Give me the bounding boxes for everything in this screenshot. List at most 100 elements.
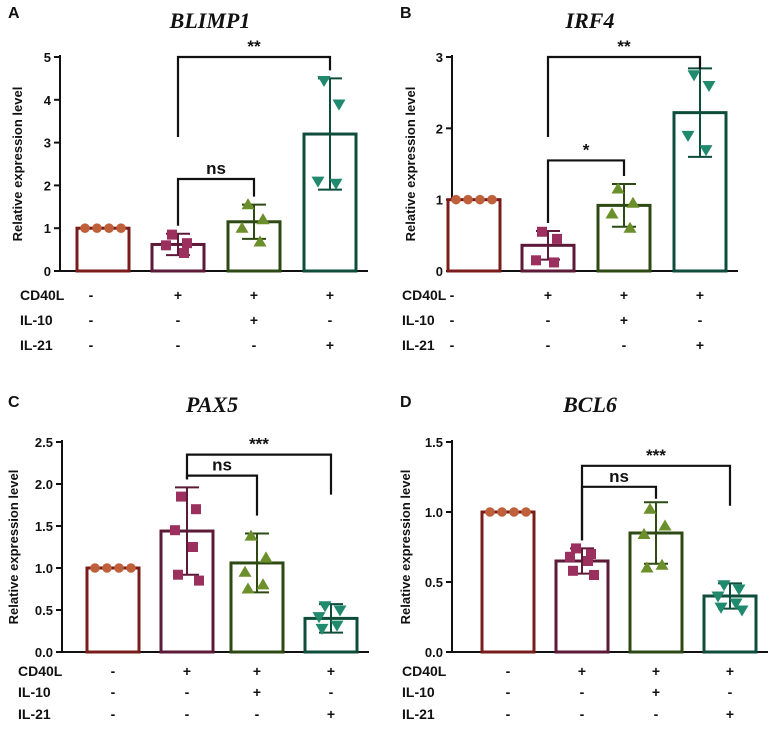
data-point [116,223,126,233]
data-point [586,549,596,559]
significance-bracket: *** [185,435,333,495]
data-point [681,130,695,142]
data-point [537,226,547,237]
treatment-row-label: IL-10 [402,312,435,328]
data-point [330,620,344,632]
treatment-sign: - [89,287,94,303]
treatment-sign: + [326,287,334,303]
treatment-sign: - [546,337,551,353]
data-point [256,578,270,590]
panel-c: C PAX5 Relative expression level 0.0 0.5 1.0 1… [6,392,369,722]
treatment-row-label: IL-10 [20,312,53,328]
chart-title: PAX5 [185,392,238,417]
significance-bracket: ns [176,159,256,226]
data-point [114,563,124,573]
significance-bracket: ** [176,37,332,137]
bracket-line [185,453,333,495]
y-axis-label: Relative expression level [398,470,413,625]
treatment-sign: - [450,312,455,328]
panel-letter: A [8,5,20,22]
data-point [80,223,90,233]
bracket-line [546,159,626,224]
data-point [531,255,541,266]
chart-title: IRF4 [565,8,615,33]
treatment-sign: - [654,706,659,722]
treatment-sign: - [698,312,703,328]
y-tick-label: 1.0 [425,505,443,520]
data-point [626,196,640,208]
y-tick-label: 2 [436,121,443,136]
significance-label: ** [247,37,261,56]
data-point [179,248,189,259]
treatment-row-label: IL-10 [402,684,435,700]
treatment-sign: - [450,287,455,303]
data-point [487,194,497,205]
data-point [658,519,672,531]
data-point [318,601,332,613]
y-tick-label: 2.5 [35,435,53,450]
treatment-sign: - [580,684,585,700]
treatment-sign: + [327,663,335,679]
treatment-sign: - [252,337,257,353]
significance-label: ns [212,456,232,475]
y-tick-label: 2.0 [35,477,53,492]
data-point [699,145,713,157]
data-point [92,223,102,233]
treatment-sign: - [450,337,455,353]
data-point [235,221,249,233]
significance-bracket: ns [580,467,658,541]
data-point [735,605,749,617]
bar [554,559,610,654]
y-tick-label: 0.5 [35,603,53,618]
treatment-sign: + [253,663,261,679]
data-point [583,556,593,566]
treatment-sign: + [696,287,704,303]
treatment-sign: - [328,312,333,328]
treatment-sign: - [546,312,551,328]
data-point [589,570,599,580]
data-point [317,75,331,88]
data-point [497,507,507,517]
data-point [253,235,267,247]
data-point [687,70,701,82]
treatment-sign: + [726,706,734,722]
data-point [605,207,619,219]
data-point [176,491,186,502]
treatment-sign: + [250,312,258,328]
treatment-row-label: CD40L [18,663,63,679]
data-point [714,602,728,614]
significance-bracket: *** [580,446,732,541]
treatment-sign: + [183,663,191,679]
significance-label: * [583,140,590,159]
treatment-sign: + [620,312,628,328]
treatment-sign: - [89,337,94,353]
treatment-row-label: CD40L [402,287,447,303]
data-point [549,257,559,268]
data-point [104,223,114,233]
panel-a: A BLIMP1 Relative expression level 0 1 2 3 4 5 ns… [8,5,368,353]
treatment-row-label: CD40L [20,287,65,303]
data-point [637,527,651,539]
treatment-sign: + [250,287,258,303]
treatment-sign: - [185,684,190,700]
treatment-sign: - [728,684,733,700]
treatment-sign: + [652,684,660,700]
data-point [332,99,346,111]
significance-label: ns [609,467,629,486]
bar [480,510,536,654]
panel-letter: B [400,5,412,22]
treatment-row-label: IL-21 [20,337,53,353]
treatment-sign: - [255,706,260,722]
treatment-sign: - [329,684,334,700]
data-point [729,598,743,610]
treatment-sign: + [253,684,261,700]
significance-label: ns [206,159,226,178]
treatment-row-label: IL-21 [18,706,51,722]
treatment-sign: - [176,337,181,353]
data-point [241,198,255,210]
y-tick-label: 0.0 [35,645,53,660]
treatment-sign: + [726,663,734,679]
treatment-sign: - [111,684,116,700]
data-point [485,507,495,517]
